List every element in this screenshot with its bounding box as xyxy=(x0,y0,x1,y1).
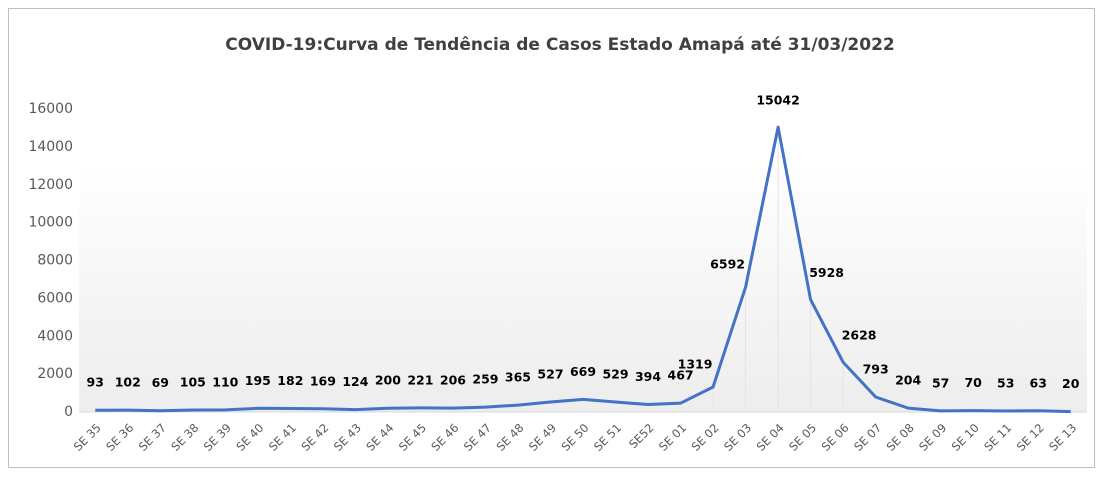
chart-title: COVID-19:Curva de Tendência de Casos Est… xyxy=(225,35,895,55)
data-label: 169 xyxy=(310,373,336,388)
data-label: 124 xyxy=(342,374,368,389)
data-label: 63 xyxy=(1030,375,1047,390)
data-label: 527 xyxy=(537,367,563,382)
y-tick-label: 10000 xyxy=(28,215,73,231)
data-label: 195 xyxy=(245,373,271,388)
data-label: 204 xyxy=(895,373,921,388)
data-label: 182 xyxy=(277,373,303,388)
data-label: 394 xyxy=(635,369,661,384)
data-label: 365 xyxy=(505,370,531,385)
data-label: 105 xyxy=(180,375,206,390)
y-tick-label: 6000 xyxy=(37,290,73,306)
data-label: 102 xyxy=(115,375,141,390)
data-label: 110 xyxy=(212,374,238,389)
y-tick-label: 16000 xyxy=(28,101,73,117)
data-label: 467 xyxy=(668,368,694,383)
data-label: 57 xyxy=(932,375,949,390)
data-label: 70 xyxy=(964,375,982,390)
line-series xyxy=(95,125,1071,414)
data-label: 206 xyxy=(440,373,466,388)
data-label: 20 xyxy=(1062,376,1080,391)
y-tick-label: 2000 xyxy=(37,366,73,382)
data-label: 669 xyxy=(570,364,596,379)
data-label: 793 xyxy=(863,361,889,376)
data-label: 200 xyxy=(375,373,401,388)
data-label: 1319 xyxy=(678,357,713,372)
data-label: 69 xyxy=(152,375,169,390)
data-label: 5928 xyxy=(809,265,844,280)
data-label: 6592 xyxy=(710,257,745,272)
data-label: 259 xyxy=(472,372,498,387)
data-label: 93 xyxy=(87,375,104,390)
y-tick-label: 12000 xyxy=(28,177,73,193)
y-tick-label: 0 xyxy=(64,404,73,420)
data-label: 15042 xyxy=(756,93,800,108)
plot-background xyxy=(79,160,1087,412)
y-tick-label: 14000 xyxy=(28,139,73,155)
y-tick-label: 8000 xyxy=(37,253,73,269)
data-label: 529 xyxy=(602,366,628,381)
data-label: 221 xyxy=(407,372,433,387)
data-label: 2628 xyxy=(842,328,877,343)
y-tick-label: 4000 xyxy=(37,328,73,344)
data-label: 53 xyxy=(997,375,1014,390)
